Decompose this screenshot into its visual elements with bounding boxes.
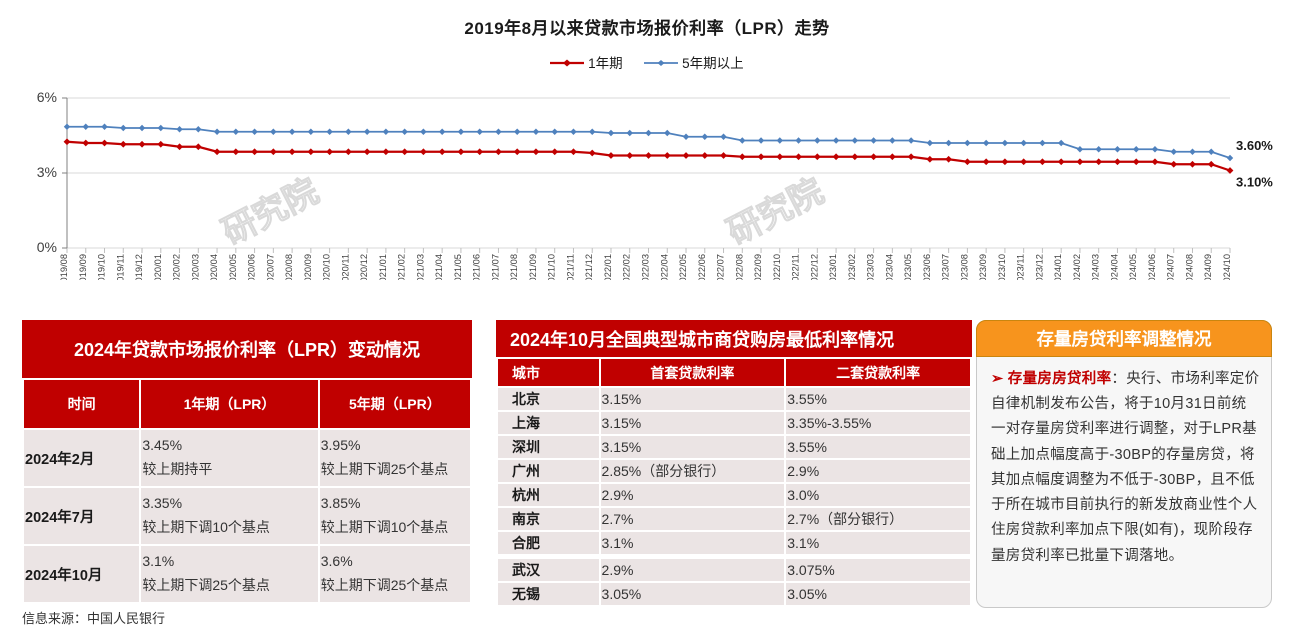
svg-text:2024/06: 2024/06 [1147,254,1157,280]
svg-text:2024/07: 2024/07 [1166,254,1176,280]
svg-text:2024/01: 2024/01 [1053,254,1063,280]
svg-text:2022/03: 2022/03 [641,254,651,280]
svg-text:2021/12: 2021/12 [584,254,594,280]
svg-text:2020/03: 2020/03 [190,254,200,280]
svg-text:2023/07: 2023/07 [941,254,951,280]
svg-text:2021/10: 2021/10 [547,254,557,280]
svg-text:2023/01: 2023/01 [828,254,838,280]
svg-text:2021/07: 2021/07 [490,254,500,280]
svg-text:2022/04: 2022/04 [659,254,669,280]
svg-text:2023/09: 2023/09 [978,254,988,280]
svg-text:2024/10: 2024/10 [1222,254,1232,280]
svg-text:2020/05: 2020/05 [228,254,238,280]
svg-text:2022/11: 2022/11 [791,254,801,280]
svg-text:6%: 6% [37,89,57,105]
svg-text:2023/04: 2023/04 [884,254,894,280]
svg-text:2023/06: 2023/06 [922,254,932,280]
svg-text:2024/05: 2024/05 [1128,254,1138,280]
svg-text:2024/04: 2024/04 [1109,254,1119,280]
svg-text:2023/08: 2023/08 [959,254,969,280]
svg-text:2023/10: 2023/10 [997,254,1007,280]
svg-text:2021/09: 2021/09 [528,254,538,280]
svg-text:2022/02: 2022/02 [622,254,632,280]
svg-text:2019/09: 2019/09 [78,254,88,280]
svg-text:2024/02: 2024/02 [1072,254,1082,280]
svg-text:2020/11: 2020/11 [340,254,350,280]
svg-text:2020/12: 2020/12 [359,254,369,280]
svg-text:2022/09: 2022/09 [753,254,763,280]
svg-text:3%: 3% [37,164,57,180]
svg-text:2019/12: 2019/12 [134,254,144,280]
svg-text:2022/07: 2022/07 [716,254,726,280]
svg-text:2020/01: 2020/01 [153,254,163,280]
svg-text:2022/10: 2022/10 [772,254,782,280]
svg-text:2022/08: 2022/08 [734,254,744,280]
svg-text:2024/09: 2024/09 [1203,254,1213,280]
svg-text:2020/06: 2020/06 [247,254,257,280]
svg-text:2022/01: 2022/01 [603,254,613,280]
svg-text:2020/02: 2020/02 [172,254,182,280]
svg-text:2023/03: 2023/03 [866,254,876,280]
svg-text:2021/08: 2021/08 [509,254,519,280]
svg-text:2023/11: 2023/11 [1016,254,1026,280]
svg-text:2021/02: 2021/02 [397,254,407,280]
svg-text:2019/10: 2019/10 [97,254,107,280]
svg-text:2024/08: 2024/08 [1184,254,1194,280]
svg-text:2021/06: 2021/06 [472,254,482,280]
svg-text:2020/07: 2020/07 [265,254,275,280]
svg-text:0%: 0% [37,239,57,255]
svg-text:2020/10: 2020/10 [322,254,332,280]
svg-text:2021/04: 2021/04 [434,254,444,280]
svg-text:2021/01: 2021/01 [378,254,388,280]
svg-text:3.10%: 3.10% [1236,175,1273,190]
svg-text:2023/05: 2023/05 [903,254,913,280]
svg-text:2021/11: 2021/11 [565,254,575,280]
svg-text:3.60%: 3.60% [1236,138,1273,153]
svg-text:2019/08: 2019/08 [59,254,69,280]
svg-text:2021/03: 2021/03 [415,254,425,280]
svg-text:2019/11: 2019/11 [115,254,125,280]
svg-text:2020/04: 2020/04 [209,254,219,280]
svg-text:2022/12: 2022/12 [809,254,819,280]
svg-text:2020/08: 2020/08 [284,254,294,280]
svg-text:2023/12: 2023/12 [1034,254,1044,280]
svg-text:2020/09: 2020/09 [303,254,313,280]
svg-text:2022/05: 2022/05 [678,254,688,280]
svg-text:2022/06: 2022/06 [697,254,707,280]
svg-text:2024/03: 2024/03 [1091,254,1101,280]
svg-text:2023/02: 2023/02 [847,254,857,280]
svg-text:2021/05: 2021/05 [453,254,463,280]
